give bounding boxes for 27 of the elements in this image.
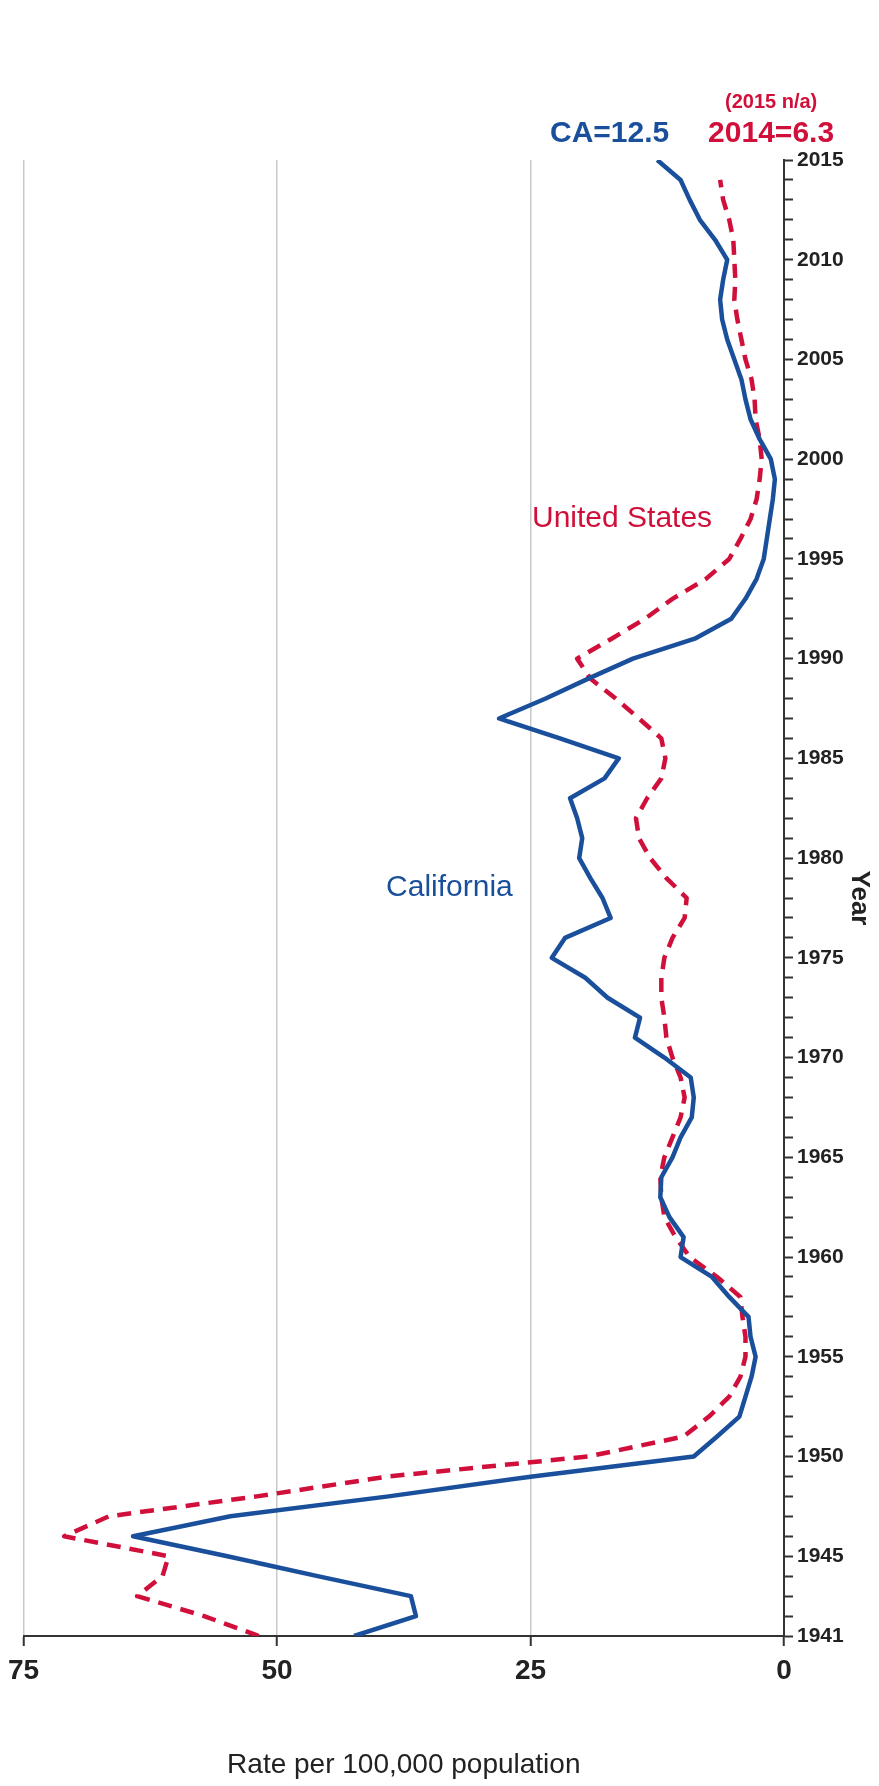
y-axis-title: Year [846,870,877,926]
y-tick-label: 1970 [797,1044,844,1068]
y-tick-label: 1980 [797,844,844,868]
text: (2015 n/a) [724,89,818,112]
y-tick-label: 1975 [797,944,845,968]
y-tick-label: 2000 [797,445,844,469]
y-tick-label: 1990 [797,645,844,669]
y-tick-label: 2005 [797,346,845,370]
y-tick-label: 1995 [797,545,845,569]
y-tick-label: 1955 [797,1343,845,1367]
y-tick-label: 1945 [797,1543,845,1567]
annotation: CA=12.5 [550,115,670,149]
y-tick-label: 1950 [797,1443,844,1467]
x-tick-label: 75 [7,1653,40,1685]
y-tick-label: 2015 [797,146,845,170]
x-axis-title: Rate per 100,000 population [227,1747,581,1779]
y-tick-label: 1960 [797,1243,844,1267]
y-tick-label: 1965 [797,1144,845,1168]
series-label: United States [531,499,713,533]
annotation: 2014=6.3 [708,115,835,149]
y-tick-label: 2010 [797,246,844,270]
y-tick-label: 1985 [797,745,845,769]
x-tick-label: 50 [261,1653,293,1685]
text: California [386,868,514,902]
x-tick-label: 25 [514,1653,547,1685]
x-tick-label: 0 [776,1653,792,1685]
y-tick-label: 1941 [797,1622,845,1646]
